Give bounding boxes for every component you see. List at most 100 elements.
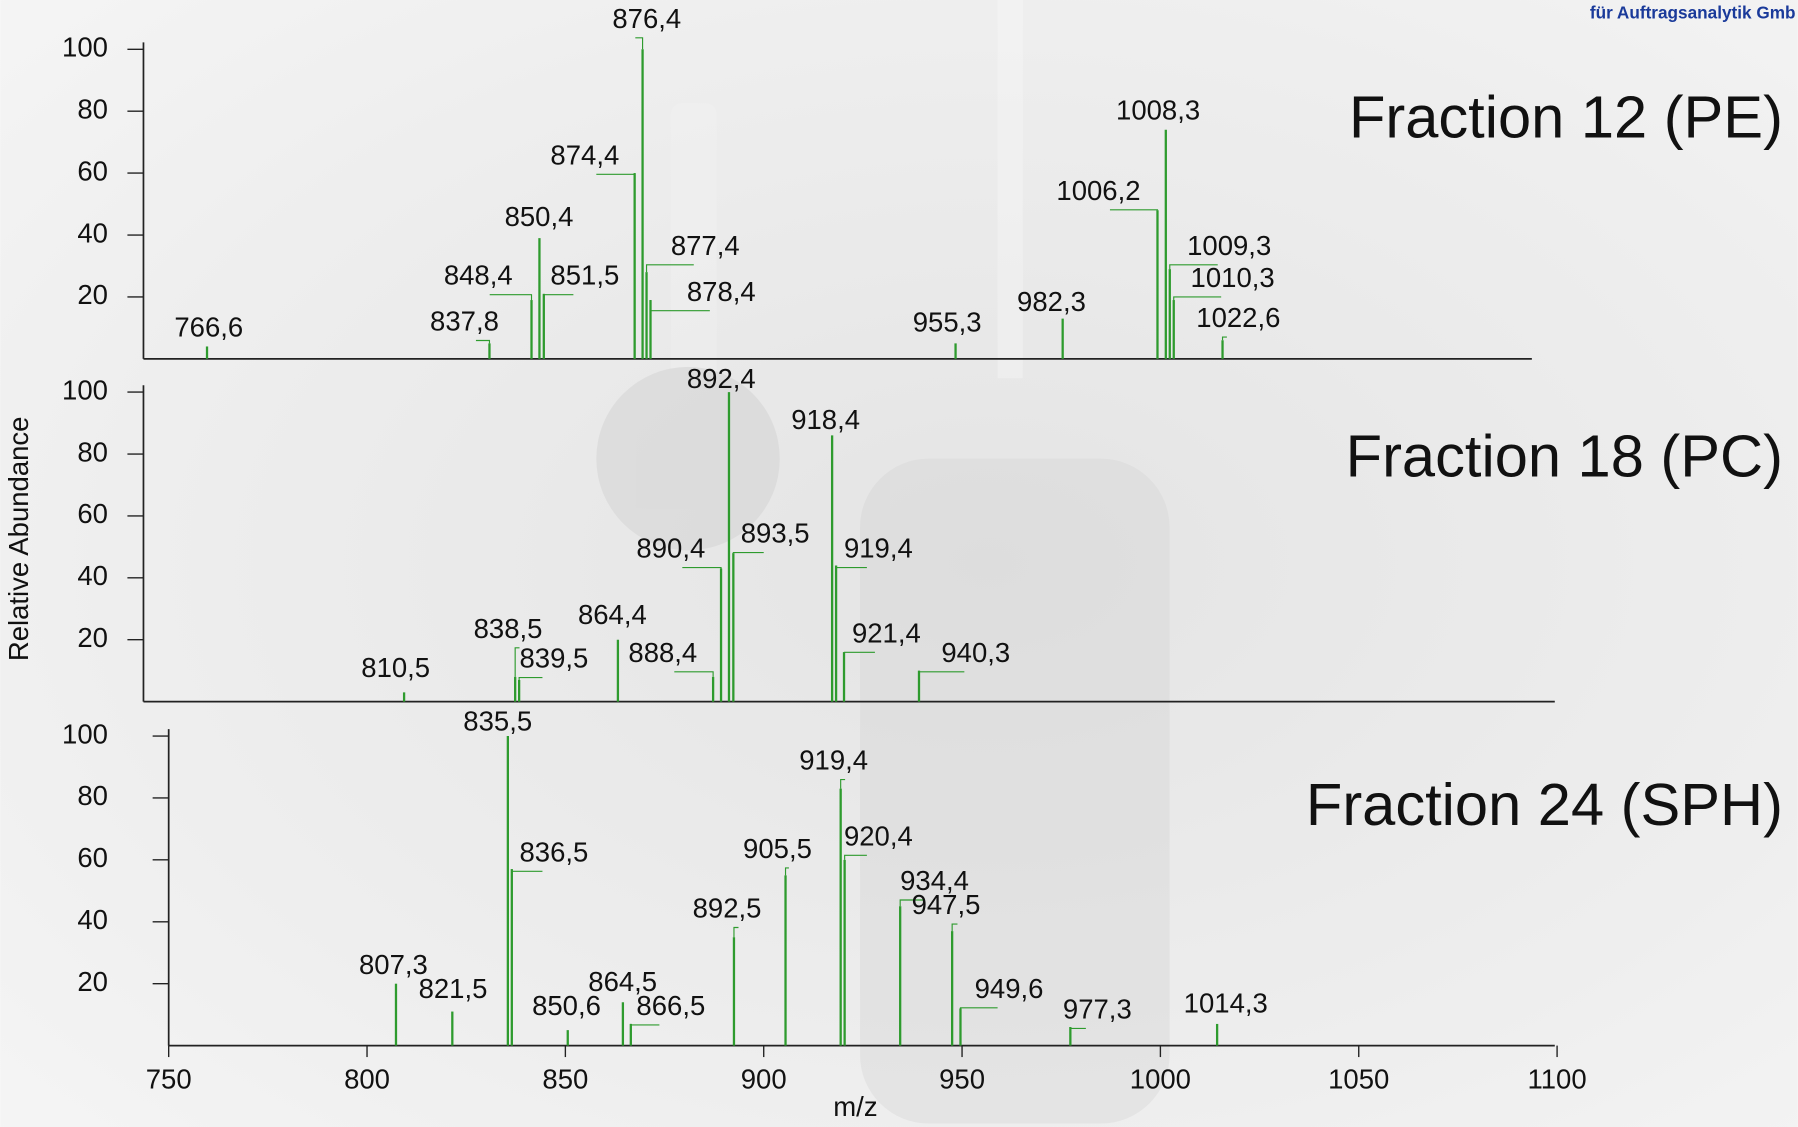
peak-label: 807,3 <box>359 949 428 980</box>
x-tick-label: 800 <box>344 1063 390 1094</box>
peak-label: 838,5 <box>474 613 543 644</box>
y-tick-label: 20 <box>77 622 108 653</box>
peak-label: 921,4 <box>852 617 921 648</box>
y-tick-label: 40 <box>77 904 108 935</box>
peak-label: 851,5 <box>550 260 619 291</box>
leader-line <box>635 37 644 50</box>
peak-label: 982,3 <box>1017 286 1086 317</box>
x-tick-label: 900 <box>741 1063 787 1094</box>
peak-label: 874,4 <box>550 139 619 170</box>
y-tick-label: 40 <box>77 560 108 591</box>
y-tick-label: 100 <box>62 718 108 749</box>
y-tick-label: 20 <box>77 966 108 997</box>
y-tick-label: 60 <box>77 842 108 873</box>
peak-label: 934,4 <box>900 865 969 896</box>
x-tick-label: 1100 <box>1528 1063 1587 1094</box>
header-text: für Auftragsanalytik Gmb <box>1590 2 1796 22</box>
leader-line <box>645 264 694 273</box>
leader-line <box>959 1007 998 1009</box>
x-axis-title: m/z <box>833 1091 877 1122</box>
leader-line <box>835 565 867 569</box>
leader-line <box>1221 336 1227 341</box>
peak-label: 947,5 <box>912 889 981 920</box>
leader-line <box>511 869 543 872</box>
peak-label: 892,4 <box>687 363 756 394</box>
leader-line <box>899 899 924 907</box>
peak-label: 888,4 <box>628 637 697 668</box>
y-tick-label: 40 <box>77 217 108 248</box>
leader-line <box>518 677 543 680</box>
x-tick-label: 750 <box>146 1063 192 1094</box>
peak-label: 866,5 <box>636 990 705 1021</box>
x-tick-label: 1000 <box>1130 1063 1191 1094</box>
leader-line <box>844 854 867 860</box>
peak-label: 810,5 <box>361 652 430 683</box>
peak-label: 836,5 <box>519 836 588 867</box>
y-tick-label: 20 <box>77 279 108 310</box>
leader-line <box>649 300 710 312</box>
leader-line <box>682 566 722 569</box>
peak-label: 876,4 <box>612 3 681 34</box>
peak-label: 1006,2 <box>1056 175 1140 206</box>
peak-label: 835,5 <box>463 706 532 737</box>
leader-line <box>630 1023 660 1026</box>
peak-label: 850,6 <box>532 990 601 1021</box>
peak-label: 1009,3 <box>1187 230 1271 261</box>
y-tick-label: 100 <box>62 32 108 63</box>
leader-line <box>840 779 846 789</box>
peak-label: 878,4 <box>687 276 756 307</box>
y-tick-label: 80 <box>77 93 108 124</box>
y-axis-title: Relative Abundance <box>3 417 34 662</box>
y-tick-label: 60 <box>77 498 108 529</box>
peak-label: 1022,6 <box>1196 302 1280 333</box>
panel-title: Fraction 18 (PC) <box>1346 423 1783 490</box>
peak-label: 919,4 <box>844 533 913 564</box>
peak-label: 977,3 <box>1063 993 1132 1024</box>
peak-label: 955,3 <box>913 307 982 338</box>
peak-label: 940,3 <box>941 637 1010 668</box>
peak-label: 920,4 <box>844 820 913 851</box>
peak-label: 864,5 <box>588 966 657 997</box>
leader-line <box>475 339 491 344</box>
leader-line <box>918 670 965 673</box>
peak-label: 893,5 <box>741 518 810 549</box>
leader-line <box>951 923 958 932</box>
leader-line <box>674 671 714 677</box>
peak-label: 839,5 <box>519 643 588 674</box>
peak-label: 766,6 <box>174 311 243 342</box>
leader-line <box>733 926 739 938</box>
leader-line <box>489 294 533 301</box>
peak-label: 918,4 <box>791 404 860 435</box>
x-tick-label: 850 <box>542 1063 588 1094</box>
peak-label: 892,5 <box>693 893 762 924</box>
y-tick-label: 100 <box>62 374 108 405</box>
peak-label: 1014,3 <box>1184 988 1268 1019</box>
background-apparatus <box>596 0 1170 1124</box>
leader-line <box>596 173 636 175</box>
leader-line <box>514 647 520 677</box>
y-tick-label: 60 <box>77 155 108 186</box>
leader-line <box>1173 296 1222 301</box>
peak-label: 837,8 <box>430 306 499 337</box>
panel-title: Fraction 24 (SPH) <box>1306 771 1783 838</box>
leader-line <box>543 293 574 296</box>
peak-label: 919,4 <box>799 745 868 776</box>
y-tick-label: 80 <box>77 436 108 467</box>
leader-line <box>1169 264 1218 270</box>
x-tick-label: 1050 <box>1328 1063 1389 1094</box>
leader-line <box>784 867 789 876</box>
leader-line <box>1069 1027 1086 1029</box>
peak-label: 864,4 <box>578 599 647 630</box>
peak-label: 848,4 <box>444 260 513 291</box>
peak-label: 890,4 <box>636 533 705 564</box>
peak-label: 905,5 <box>743 833 812 864</box>
y-tick-label: 80 <box>77 780 108 811</box>
peak-label: 949,6 <box>975 973 1044 1004</box>
x-tick-label: 950 <box>939 1063 985 1094</box>
panel-title: Fraction 12 (PE) <box>1349 83 1783 150</box>
peak-label: 1008,3 <box>1116 95 1200 126</box>
peak-label: 877,4 <box>671 230 740 261</box>
peak-label: 1010,3 <box>1191 262 1275 293</box>
